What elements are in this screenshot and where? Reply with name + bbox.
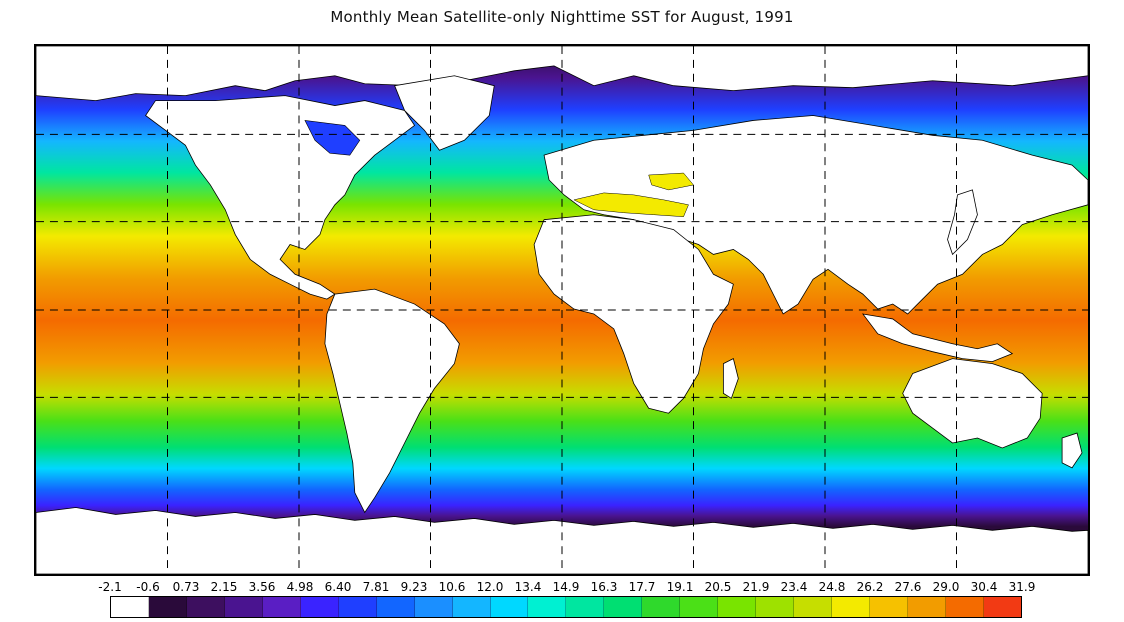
legend-label: 4.98	[286, 580, 314, 594]
legend-labels: -2.1 -0.6 0.73 2.15 3.56 4.98 6.40 7.81 9.23 10.6…	[90, 580, 1040, 596]
legend-label: 2.15	[210, 580, 238, 594]
legend-swatch	[490, 597, 529, 617]
legend-label: 27.6	[894, 580, 922, 594]
legend-swatch	[262, 597, 301, 617]
legend-label: 6.40	[324, 580, 352, 594]
south-america	[324, 288, 460, 514]
legend-label: 12.0	[476, 580, 504, 594]
legend-swatch	[338, 597, 377, 617]
legend-label: 19.1	[666, 580, 694, 594]
legend-swatch	[983, 597, 1021, 617]
legend-swatch	[224, 597, 263, 617]
legend-label: 24.8	[818, 580, 846, 594]
legend-label: 23.4	[780, 580, 808, 594]
legend-swatch	[414, 597, 453, 617]
legend-swatch	[300, 597, 339, 617]
legend-swatch	[452, 597, 491, 617]
maritime-southeast-asia	[861, 313, 1014, 363]
arctic-land	[36, 46, 1088, 101]
map-title: Monthly Mean Satellite-only Nighttime SS…	[330, 8, 794, 26]
legend-label: 13.4	[514, 580, 542, 594]
legend-swatch	[680, 597, 719, 617]
legend-label: 20.5	[704, 580, 732, 594]
legend-label: 31.9	[1008, 580, 1036, 594]
legend-label: 7.81	[362, 580, 390, 594]
hudson-bay	[304, 120, 361, 156]
legend-label: -2.1	[98, 580, 122, 594]
legend-label: 3.56	[248, 580, 276, 594]
legend-swatch	[945, 597, 984, 617]
mediterranean	[573, 192, 689, 217]
legend-swatch	[908, 597, 946, 617]
legend-label: 30.4	[970, 580, 998, 594]
legend-label: 26.2	[856, 580, 884, 594]
black-sea	[648, 172, 694, 191]
legend-swatch	[718, 597, 757, 617]
legend-swatch	[148, 597, 187, 617]
greenland	[394, 75, 495, 151]
color-scale-bar	[110, 596, 1022, 618]
legend-swatch	[832, 597, 871, 617]
legend-label: 9.23	[400, 580, 428, 594]
legend-swatch	[566, 597, 605, 617]
legend-label: 17.7	[628, 580, 656, 594]
new-zealand	[1061, 432, 1083, 469]
legend-swatch	[111, 597, 149, 617]
africa	[533, 214, 734, 414]
legend-swatch	[756, 597, 795, 617]
legend-label: -0.6	[136, 580, 160, 594]
legend-swatch	[186, 597, 225, 617]
map-gridlines	[36, 46, 1088, 574]
sst-map-svg	[36, 46, 1088, 574]
legend-swatch	[528, 597, 567, 617]
legend-swatch	[604, 597, 643, 617]
legend-swatch	[870, 597, 909, 617]
australia	[902, 358, 1043, 449]
legend-label: 16.3	[590, 580, 618, 594]
sst-map	[34, 44, 1090, 576]
legend-label: 0.73	[172, 580, 200, 594]
legend-label: 10.6	[438, 580, 466, 594]
legend-label: 29.0	[932, 580, 960, 594]
legend-swatch	[376, 597, 415, 617]
legend-label: 21.9	[742, 580, 770, 594]
legend-swatch	[794, 597, 833, 617]
legend-label: 14.9	[552, 580, 580, 594]
legend-swatch	[642, 597, 681, 617]
madagascar	[722, 358, 739, 399]
